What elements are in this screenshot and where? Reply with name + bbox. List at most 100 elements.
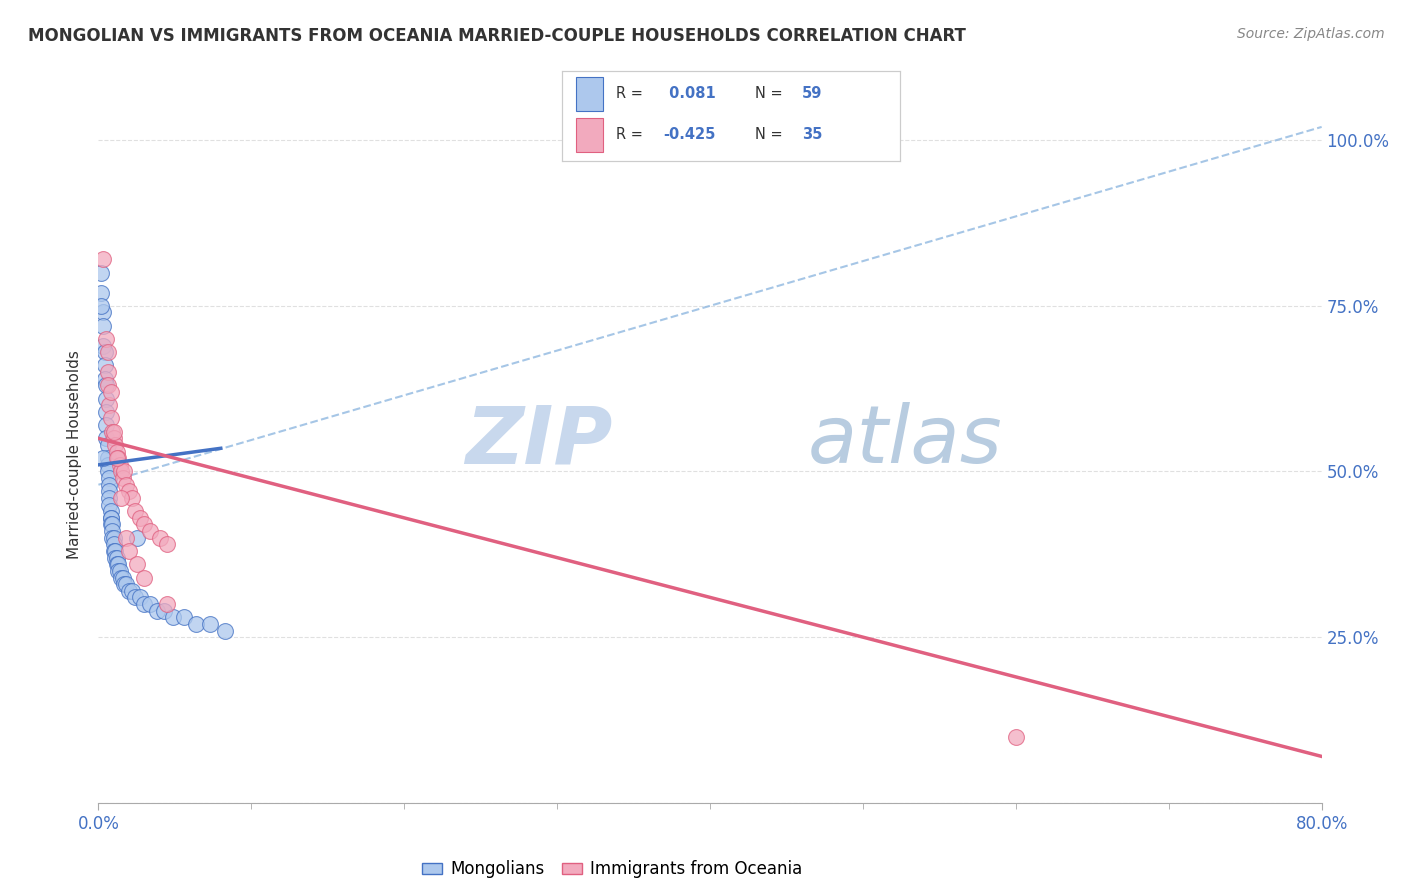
Text: -0.425: -0.425 <box>664 128 716 142</box>
Point <box>98 484 121 499</box>
Point <box>91 338 114 352</box>
Point <box>105 558 128 572</box>
Point <box>103 425 125 439</box>
Point <box>149 531 172 545</box>
Point <box>90 285 112 300</box>
Point <box>108 564 131 578</box>
Point <box>110 491 132 505</box>
Point <box>156 537 179 551</box>
Point <box>100 511 122 525</box>
Point <box>90 299 112 313</box>
Point <box>97 438 120 452</box>
Text: atlas: atlas <box>808 402 1002 480</box>
Point <box>101 517 124 532</box>
Point <box>198 616 221 631</box>
Point <box>134 597 156 611</box>
Point <box>107 564 129 578</box>
Point <box>173 610 195 624</box>
Point <box>112 577 135 591</box>
Point <box>100 517 122 532</box>
Point <box>118 544 141 558</box>
Point <box>162 610 184 624</box>
Point <box>101 531 124 545</box>
Point <box>101 524 124 538</box>
Point <box>100 511 122 525</box>
Point <box>153 604 176 618</box>
Text: ZIP: ZIP <box>465 402 612 480</box>
Point <box>94 431 117 445</box>
Point <box>1004 730 1026 744</box>
Point <box>134 570 156 584</box>
Point <box>94 378 117 392</box>
Point <box>97 378 120 392</box>
Point <box>124 504 146 518</box>
Point <box>105 444 128 458</box>
Point <box>93 359 115 373</box>
Point <box>121 583 143 598</box>
Point <box>156 597 179 611</box>
Point <box>93 345 115 359</box>
Point <box>125 558 148 572</box>
Point <box>98 471 121 485</box>
Point <box>101 425 124 439</box>
Text: MONGOLIAN VS IMMIGRANTS FROM OCEANIA MARRIED-COUPLE HOUSEHOLDS CORRELATION CHART: MONGOLIAN VS IMMIGRANTS FROM OCEANIA MAR… <box>28 27 966 45</box>
Point <box>134 517 156 532</box>
Point <box>97 465 120 479</box>
Legend: Mongolians, Immigrants from Oceania: Mongolians, Immigrants from Oceania <box>416 854 808 885</box>
Point <box>139 597 162 611</box>
Point <box>97 365 120 379</box>
Point <box>128 591 150 605</box>
Text: 35: 35 <box>801 128 823 142</box>
Point <box>97 451 120 466</box>
Text: N =: N = <box>755 128 782 142</box>
Point <box>91 305 114 319</box>
Point <box>103 544 125 558</box>
Point <box>100 384 122 399</box>
Point <box>100 411 122 425</box>
Point <box>91 451 114 466</box>
Point <box>104 438 127 452</box>
Text: 0.081: 0.081 <box>664 87 716 101</box>
Point <box>103 431 125 445</box>
Text: Source: ZipAtlas.com: Source: ZipAtlas.com <box>1237 27 1385 41</box>
Point <box>214 624 236 638</box>
Point <box>107 451 129 466</box>
Point <box>118 583 141 598</box>
Point <box>139 524 162 538</box>
Point <box>121 491 143 505</box>
Point <box>108 458 131 472</box>
Point <box>110 465 132 479</box>
Point <box>128 511 150 525</box>
Point <box>105 550 128 565</box>
Point <box>103 531 125 545</box>
Point <box>90 266 112 280</box>
Point <box>111 570 134 584</box>
Text: 59: 59 <box>801 87 823 101</box>
Point <box>98 491 121 505</box>
Point <box>115 477 138 491</box>
Point <box>145 604 167 618</box>
Point <box>94 392 117 406</box>
Point <box>93 372 115 386</box>
FancyBboxPatch shape <box>576 77 603 111</box>
Point <box>124 591 146 605</box>
Point <box>94 418 117 433</box>
Point <box>112 465 135 479</box>
Point <box>97 345 120 359</box>
FancyBboxPatch shape <box>576 118 603 152</box>
Y-axis label: Married-couple Households: Married-couple Households <box>67 351 83 559</box>
Text: N =: N = <box>755 87 782 101</box>
Point <box>105 451 128 466</box>
Text: R =: R = <box>616 128 644 142</box>
Point <box>107 558 129 572</box>
Point <box>186 616 208 631</box>
Point <box>98 398 121 412</box>
Point <box>94 405 117 419</box>
Point <box>91 318 114 333</box>
Point <box>125 531 148 545</box>
Point <box>98 477 121 491</box>
Point <box>104 550 127 565</box>
Point <box>94 332 117 346</box>
Point <box>115 531 138 545</box>
Point <box>97 458 120 472</box>
